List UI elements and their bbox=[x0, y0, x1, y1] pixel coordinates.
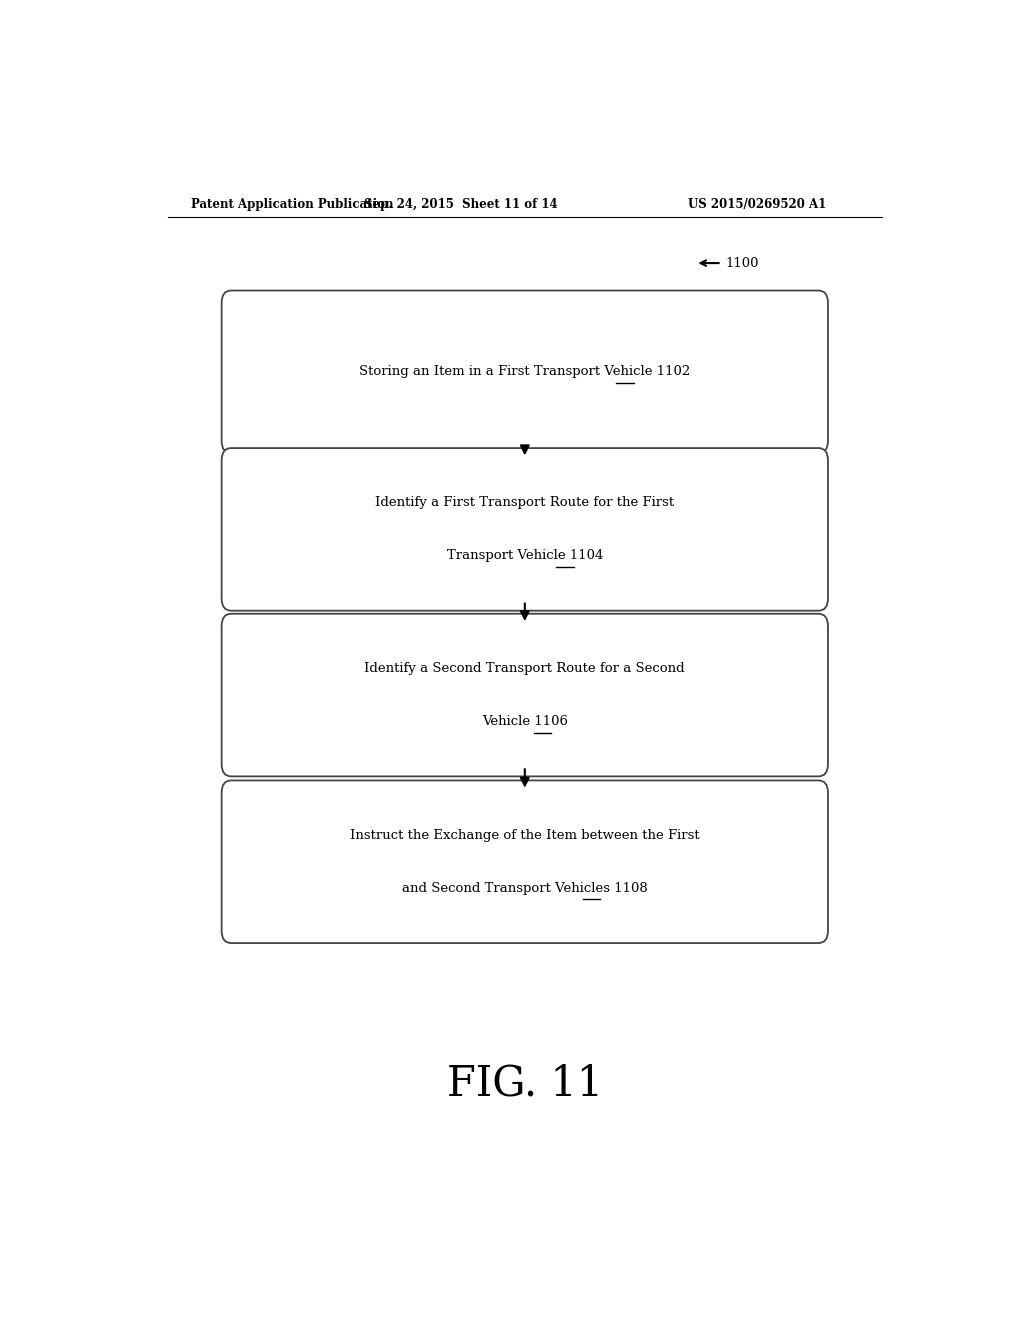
Text: Identify a Second Transport Route for a Second: Identify a Second Transport Route for a … bbox=[365, 663, 685, 675]
Text: Patent Application Publication: Patent Application Publication bbox=[191, 198, 394, 211]
Text: Storing an Item in a First Transport Vehicle 1102: Storing an Item in a First Transport Veh… bbox=[359, 366, 690, 379]
FancyBboxPatch shape bbox=[221, 447, 828, 611]
Text: Identify a First Transport Route for the First: Identify a First Transport Route for the… bbox=[375, 496, 675, 510]
Text: and Second Transport Vehicles 1108: and Second Transport Vehicles 1108 bbox=[402, 882, 647, 895]
FancyBboxPatch shape bbox=[221, 780, 828, 942]
Text: US 2015/0269520 A1: US 2015/0269520 A1 bbox=[688, 198, 826, 211]
Text: Vehicle 1106: Vehicle 1106 bbox=[482, 715, 567, 729]
FancyBboxPatch shape bbox=[221, 614, 828, 776]
Text: Sep. 24, 2015  Sheet 11 of 14: Sep. 24, 2015 Sheet 11 of 14 bbox=[365, 198, 558, 211]
FancyBboxPatch shape bbox=[221, 290, 828, 453]
Text: 1100: 1100 bbox=[726, 256, 759, 269]
Text: Transport Vehicle 1104: Transport Vehicle 1104 bbox=[446, 549, 603, 562]
Text: Instruct the Exchange of the Item between the First: Instruct the Exchange of the Item betwee… bbox=[350, 829, 699, 842]
Text: FIG. 11: FIG. 11 bbox=[446, 1063, 603, 1105]
